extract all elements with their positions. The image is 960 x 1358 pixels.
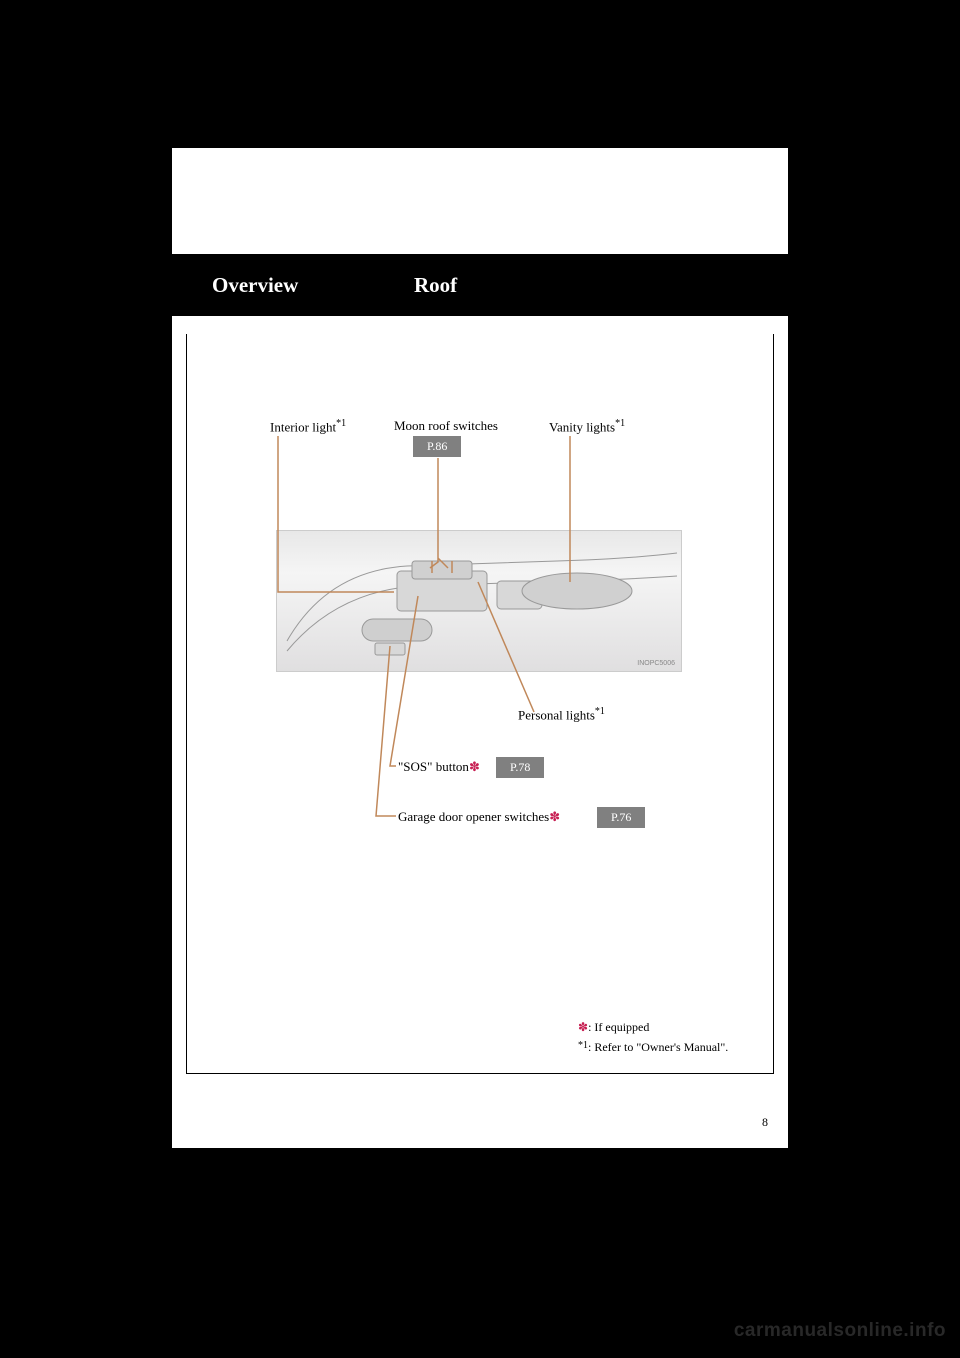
manual-page: Overview Roof Interior light*1 Moon roof…: [172, 148, 788, 1148]
personal-lights-label: Personal lights*1: [518, 706, 605, 723]
roof-diagram: INOPC5006: [276, 530, 682, 672]
watermark: carmanualsonline.info: [734, 1320, 946, 1342]
footnote-star-text: : If equipped: [588, 1020, 649, 1034]
footnote-ref1-sup: *1: [578, 1040, 588, 1051]
content-frame: [186, 334, 774, 1074]
vanity-lights-text: Vanity lights: [549, 419, 615, 434]
garage-ref-text: P.76: [611, 810, 631, 824]
moon-roof-ref-text: P.86: [427, 439, 447, 453]
garage-page-ref[interactable]: P.76: [597, 807, 645, 828]
sos-ref-text: P.78: [510, 760, 530, 774]
footnote-owners-manual: *1: Refer to "Owner's Manual".: [578, 1040, 758, 1055]
header-overview-label: Overview: [212, 273, 298, 298]
footnote-ref1-text: : Refer to "Owner's Manual".: [588, 1040, 728, 1054]
sos-star-icon: ✽: [469, 759, 480, 774]
garage-star-icon: ✽: [549, 809, 560, 824]
page-number: 8: [762, 1115, 768, 1130]
garage-opener-label: Garage door opener switches✽: [398, 809, 560, 825]
roof-illustration-svg: [277, 531, 683, 673]
footnote-star-icon: ✽: [578, 1020, 588, 1034]
sos-button-text: "SOS" button: [398, 759, 469, 774]
moon-roof-label: Moon roof switches: [394, 418, 498, 434]
moon-roof-text: Moon roof switches: [394, 418, 498, 433]
diagram-id: INOPC5006: [637, 660, 675, 667]
sos-page-ref[interactable]: P.78: [496, 757, 544, 778]
personal-lights-sup: *1: [595, 706, 605, 717]
sos-button-label: "SOS" button✽: [398, 759, 480, 775]
interior-light-sup: *1: [336, 418, 346, 429]
vanity-lights-sup: *1: [615, 418, 625, 429]
garage-opener-text: Garage door opener switches: [398, 809, 549, 824]
header-section-label: Roof: [414, 273, 457, 298]
interior-light-label: Interior light*1: [270, 418, 346, 435]
personal-lights-text: Personal lights: [518, 707, 595, 722]
moon-roof-page-ref[interactable]: P.86: [413, 436, 461, 457]
interior-light-text: Interior light: [270, 419, 336, 434]
section-header: Overview Roof: [172, 254, 788, 316]
footnote-if-equipped: ✽: If equipped: [578, 1020, 758, 1035]
vanity-lights-label: Vanity lights*1: [549, 418, 625, 435]
